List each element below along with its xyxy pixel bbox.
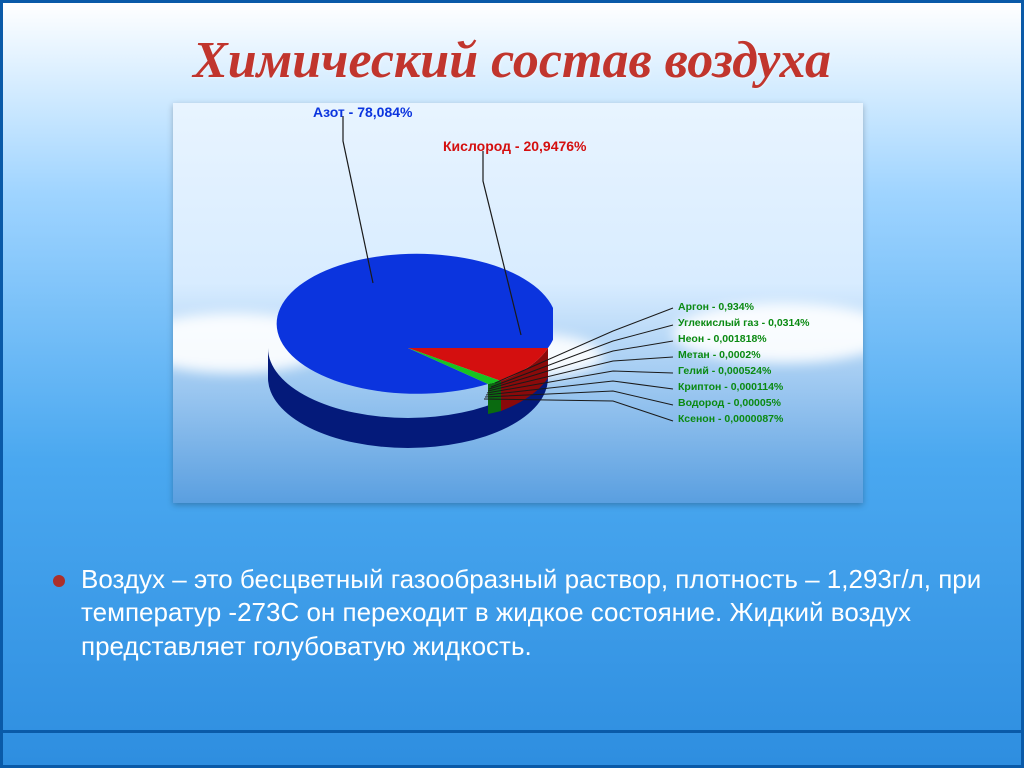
label-helium: Гелий - 0,000524% (678, 365, 771, 377)
label-co2: Углекислый газ - 0,0314% (678, 317, 810, 329)
label-krypton: Криптон - 0,000114% (678, 381, 783, 393)
title-area: Химический состав воздуха (3, 3, 1021, 90)
page-title: Химический состав воздуха (3, 31, 1021, 90)
slide: Химический состав воздуха (0, 0, 1024, 768)
bullet-icon (53, 575, 65, 587)
label-hydrogen: Водород - 0,00005% (678, 397, 781, 409)
air-composition-chart: Азот - 78,084% Кислород - 20,9476% Аргон… (173, 103, 863, 503)
label-neon: Неон - 0,001818% (678, 333, 767, 345)
body-text: Воздух – это бесцветный газообразный рас… (81, 563, 989, 663)
bottom-divider (3, 730, 1021, 733)
pie-3d (263, 253, 553, 453)
label-xenon: Ксенон - 0,0000087% (678, 413, 783, 425)
label-argon: Аргон - 0,934% (678, 301, 754, 313)
label-oxygen: Кислород - 20,9476% (443, 138, 587, 154)
bullet-row: Воздух – это бесцветный газообразный рас… (35, 563, 989, 663)
label-methane: Метан - 0,0002% (678, 349, 761, 361)
body-text-area: Воздух – это бесцветный газообразный рас… (35, 563, 989, 663)
pie-svg (263, 253, 553, 453)
label-nitrogen: Азот - 78,084% (313, 104, 413, 120)
